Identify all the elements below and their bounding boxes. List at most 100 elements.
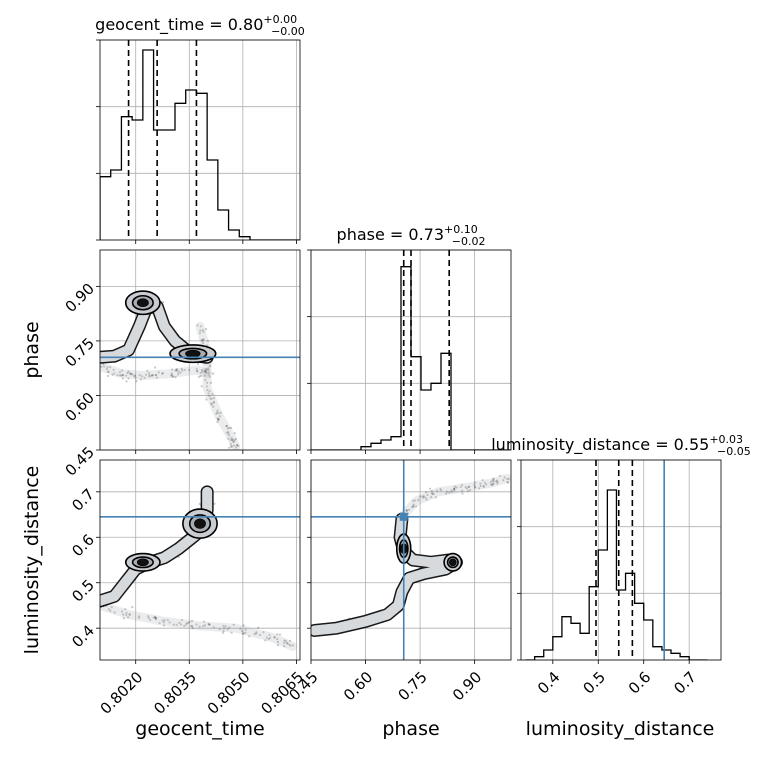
histogram-frame: [99, 39, 301, 241]
sample-point: [276, 644, 280, 647]
sample-point: [174, 369, 177, 372]
sample-point: [199, 374, 203, 378]
sample-point: [203, 374, 207, 377]
sample-point: [208, 623, 211, 626]
panel-hist-phase: phase = 0.73+0.10 −0.02: [307, 223, 512, 454]
sample-point: [204, 368, 207, 371]
histogram-frame: [310, 249, 512, 451]
tick-label-x: 0.7: [670, 668, 700, 698]
sample-point: [269, 636, 272, 639]
sample-point: [206, 388, 209, 392]
sample-point: [102, 363, 105, 366]
sample-point: [445, 492, 448, 495]
sample-point: [175, 367, 178, 371]
sample-point: [276, 633, 279, 636]
sample-point: [215, 412, 218, 415]
sample-point: [121, 373, 124, 377]
sample-point: [111, 373, 114, 376]
sample-point: [283, 641, 286, 644]
sample-point: [135, 379, 138, 383]
sample-point: [174, 375, 177, 379]
sample-point: [482, 485, 485, 489]
sample-point: [268, 633, 271, 637]
sample-point: [206, 339, 210, 343]
tick-label-y: 0.45: [62, 443, 98, 479]
sample-point: [120, 374, 123, 377]
sample-point: [120, 610, 124, 613]
sample-point: [468, 488, 472, 492]
sample-point: [122, 613, 125, 616]
sample-point: [198, 625, 201, 628]
tick-label-y: 0.6: [68, 531, 98, 561]
panel-hist-geocent_time: geocent_time = 0.80+0.00 −0.00: [95, 13, 305, 244]
sample-point: [128, 372, 131, 375]
sample-point: [147, 615, 150, 618]
sample-point: [157, 371, 160, 374]
sample-point: [219, 411, 223, 414]
sample-point: [204, 369, 207, 372]
sample-point: [225, 424, 228, 428]
sample-point: [407, 508, 411, 511]
sample-point: [231, 438, 234, 442]
sample-point: [202, 330, 205, 333]
tick-label-x: 0.5: [579, 668, 609, 698]
truth-marker: [399, 512, 408, 521]
sample-point: [204, 328, 208, 331]
sample-point: [121, 373, 125, 377]
sample-point: [474, 485, 477, 488]
panel-scatter-phase-luminosity_distance: [307, 459, 512, 664]
sample-point: [430, 490, 433, 493]
sample-point: [215, 411, 219, 414]
sample-point: [492, 478, 495, 481]
sample-point: [153, 615, 157, 618]
sample-point: [154, 374, 157, 377]
sample-point: [213, 502, 216, 505]
sample-point: [184, 623, 188, 626]
sample-point: [225, 424, 228, 428]
sample-point: [197, 375, 201, 378]
sample-point: [453, 489, 456, 492]
sample-point: [208, 375, 211, 378]
sample-point: [411, 499, 415, 502]
sample-point: [152, 616, 155, 619]
sample-point: [195, 367, 198, 371]
sample-point: [171, 368, 174, 371]
sample-point: [228, 426, 231, 430]
sample-point: [161, 372, 164, 375]
sample-point: [234, 446, 238, 449]
sample-point: [92, 358, 94, 360]
sample-point: [264, 639, 267, 642]
sample-point: [188, 368, 191, 372]
sample-point: [139, 378, 142, 381]
sample-point: [228, 626, 231, 629]
sample-point: [147, 616, 150, 620]
density-peak: [185, 350, 201, 357]
sample-point: [217, 418, 220, 421]
sample-point: [242, 624, 245, 627]
sample-point: [227, 437, 230, 440]
sample-point: [126, 371, 129, 374]
density-peak: [137, 559, 149, 566]
sample-point: [171, 375, 174, 378]
sample-point: [492, 477, 495, 480]
sample-point: [440, 489, 443, 492]
sample-point: [242, 632, 245, 635]
sample-point: [461, 492, 464, 495]
sample-point: [170, 373, 173, 376]
sample-point: [106, 366, 109, 369]
sample-point: [202, 624, 205, 628]
sample-point: [147, 371, 151, 375]
axis-label-x: geocent_time: [135, 718, 264, 740]
sample-point: [188, 620, 191, 623]
sample-point: [492, 480, 495, 483]
sample-point: [466, 489, 470, 493]
density-layer: [92, 290, 300, 450]
sample-point: [204, 370, 207, 373]
sample-point: [485, 483, 488, 486]
tick-label-x: 0.75: [394, 668, 430, 704]
sample-point: [253, 632, 256, 636]
tick-label-x: 0.8050: [204, 668, 254, 718]
sample-point: [208, 364, 211, 367]
sample-point: [412, 504, 415, 507]
sample-point: [502, 479, 505, 482]
